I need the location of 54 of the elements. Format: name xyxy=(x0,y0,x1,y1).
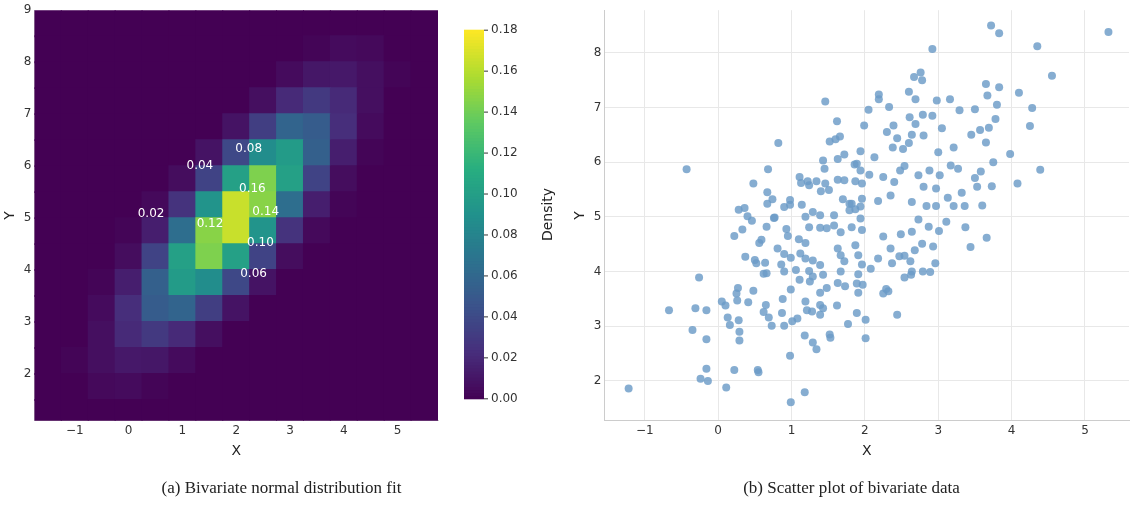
x-tick-label: −1 xyxy=(65,423,84,438)
color-bar-label: 0.16 xyxy=(491,63,518,78)
color-bar-label: 0.08 xyxy=(491,227,518,242)
y-axis-title: Y xyxy=(1,210,18,221)
x-tick-label: 1 xyxy=(787,423,796,438)
color-bar-label: 0.00 xyxy=(491,390,518,405)
color-bar-title: Density xyxy=(538,187,555,242)
color-bar-label: 0.12 xyxy=(491,145,518,160)
x-tick-label: −1 xyxy=(635,423,654,438)
y-tick-label: 4 xyxy=(593,263,602,278)
text: (a) Bivariate normal distribution fit xyxy=(160,478,403,498)
y-tick-label: 5 xyxy=(593,208,602,223)
x-tick-label: 1 xyxy=(178,423,187,438)
x-tick-label: 0 xyxy=(714,423,722,438)
x-tick-label: 5 xyxy=(1081,423,1089,438)
x-tick-label: 2 xyxy=(861,423,869,438)
x-tick-label: 4 xyxy=(1007,423,1016,438)
annotation: 0.06 xyxy=(240,266,267,281)
y-tick-label: 6 xyxy=(593,154,602,169)
annotation: 0.16 xyxy=(239,181,266,196)
text: (b) Scatter plot of bivariate data xyxy=(742,478,961,498)
annotation: 0.08 xyxy=(235,140,263,155)
y-tick-label: 6 xyxy=(23,158,32,173)
color-bar-label: 0.18 xyxy=(491,22,518,37)
x-tick-label: 3 xyxy=(934,423,943,438)
y-tick-label: 2 xyxy=(593,373,602,388)
y-axis-title: Y xyxy=(571,210,588,221)
y-tick-label: 9 xyxy=(23,2,32,17)
color-bar-label: 0.04 xyxy=(491,309,518,324)
y-tick-label: 8 xyxy=(593,44,602,59)
annotation: 0.14 xyxy=(252,203,280,218)
y-tick-label: 7 xyxy=(593,99,602,114)
y-tick-label: 3 xyxy=(593,318,602,333)
y-tick-label: 3 xyxy=(23,314,32,329)
x-tick-label: 2 xyxy=(232,423,241,438)
y-tick-label: 7 xyxy=(23,106,32,121)
y-tick-label: 4 xyxy=(23,262,32,277)
annotation: 0.10 xyxy=(247,234,274,249)
x-tick-label: 4 xyxy=(340,423,348,438)
y-tick-label: 2 xyxy=(23,366,32,381)
color-bar-label: 0.14 xyxy=(491,104,518,119)
x-tick-label: 5 xyxy=(393,423,402,438)
x-tick-label: 0 xyxy=(124,423,133,438)
y-tick-label: 5 xyxy=(23,210,32,225)
x-axis-title: X xyxy=(861,442,872,459)
annotation: 0.04 xyxy=(186,158,214,173)
color-bar-label: 0.06 xyxy=(491,268,518,283)
x-axis-title: X xyxy=(231,442,242,459)
color-bar-label: 0.10 xyxy=(491,186,518,201)
color-bar-label: 0.02 xyxy=(491,349,518,364)
annotation: 0.12 xyxy=(196,215,224,230)
x-tick-label: 3 xyxy=(286,423,294,438)
y-tick-label: 8 xyxy=(23,54,32,69)
annotation: 0.02 xyxy=(137,205,165,220)
